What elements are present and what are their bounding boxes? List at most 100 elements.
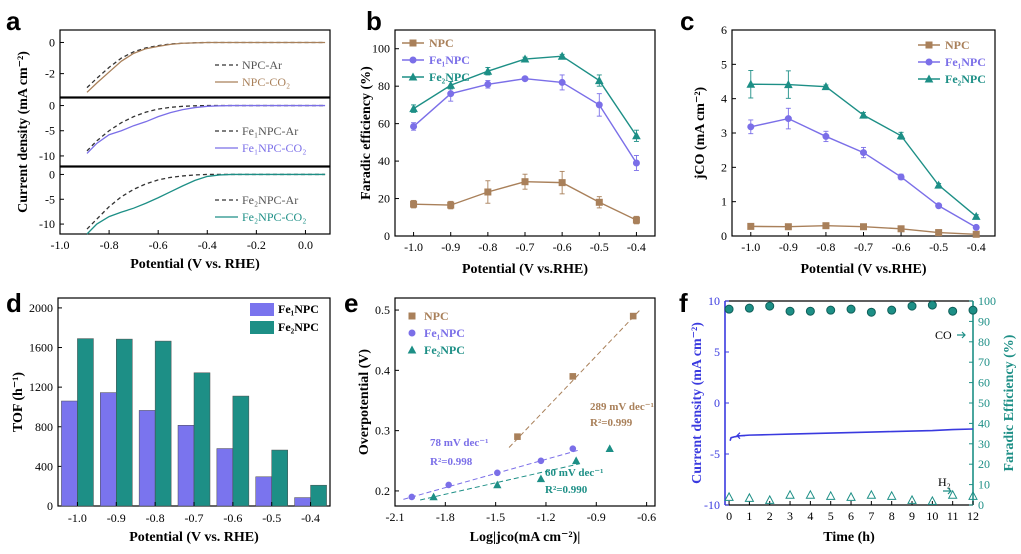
data-point bbox=[971, 211, 981, 220]
legend-entry: Fe₁NPC-Ar bbox=[242, 124, 298, 138]
x-tick-label: -0.9 bbox=[107, 511, 126, 525]
x-tick-label: 6 bbox=[848, 509, 854, 523]
x-tick-label: -1.2 bbox=[536, 510, 555, 524]
data-point bbox=[632, 216, 640, 224]
y-left-tick-label: -10 bbox=[704, 498, 720, 512]
data-point bbox=[594, 76, 604, 85]
y-tick-label: 0.4 bbox=[375, 363, 390, 377]
legend-marker bbox=[924, 74, 934, 83]
data-point bbox=[484, 188, 492, 196]
bar bbox=[61, 400, 78, 507]
x-tick-label: -1.0 bbox=[68, 511, 87, 525]
data-point bbox=[747, 123, 755, 131]
legend-entry: Fe₁NPC-CO₂ bbox=[242, 141, 306, 155]
x-tick-label: 11 bbox=[947, 509, 959, 523]
y-right-tick-label: 80 bbox=[978, 335, 990, 349]
x-tick-label: -0.9 bbox=[587, 510, 606, 524]
bar bbox=[77, 338, 94, 507]
x-tick-label: -0.4 bbox=[627, 240, 646, 254]
legend-entry: NPC bbox=[945, 38, 970, 52]
legend-entry: NPC-CO₂ bbox=[242, 75, 290, 89]
legend-entry: Fe₂NPC-Ar bbox=[242, 193, 298, 207]
data-point bbox=[860, 149, 867, 157]
fe-h2-point bbox=[927, 495, 938, 505]
x-tick-label: -0.9 bbox=[441, 240, 460, 254]
data-point bbox=[821, 82, 831, 91]
panel-label: f bbox=[679, 288, 688, 318]
data-point bbox=[784, 115, 792, 123]
panel-b: b -1.0 -0.9 -0.8 -0.7 -0.6 -0.5 -0.4 0 20 40 60 80 10… bbox=[359, 6, 656, 277]
y-axis-label: TOF (h⁻¹) bbox=[11, 372, 26, 433]
y-left-tick-label: 10 bbox=[708, 294, 720, 308]
x-tick-label: 3 bbox=[787, 509, 793, 523]
y-tick-label: 60 bbox=[378, 117, 390, 131]
x-tick-label: -0.5 bbox=[590, 240, 609, 254]
x-axis-label: Potential (V vs. RHE) bbox=[129, 530, 259, 545]
fit-line bbox=[420, 463, 580, 501]
y-tick-label: 2000 bbox=[29, 301, 53, 315]
data-point bbox=[569, 373, 577, 380]
fe-h2-point bbox=[968, 490, 978, 500]
y-tick-label: 1 bbox=[721, 195, 727, 209]
x-tick-label: -1.5 bbox=[486, 510, 505, 524]
annotation: 78 mV dec⁻¹ bbox=[430, 437, 488, 449]
subplot-3: 0 -5 -10 Fe₂NPC-Ar Fe₂NPC-CO₂ bbox=[39, 166, 331, 235]
data-point bbox=[897, 225, 905, 233]
x-tick-label: -0.7 bbox=[854, 240, 873, 254]
x-tick-label: -1.0 bbox=[404, 240, 423, 254]
data-point bbox=[632, 131, 641, 140]
x-tick-label: -0.8 bbox=[478, 240, 497, 254]
x-tick-label: 7 bbox=[868, 509, 874, 523]
fe-h2-point bbox=[744, 492, 755, 502]
panel-d: d 0 400 800 1200 1600 2000 -1.0 -0.9 -0.8 -0.7 -0.6… bbox=[6, 288, 331, 545]
y-tick-label: -10 bbox=[39, 149, 55, 163]
y-tick-label: -10 bbox=[39, 217, 55, 231]
legend-entry: Fe₁NPC bbox=[429, 53, 470, 67]
series-line bbox=[750, 117, 977, 229]
y-axis-label: Faradic efficiency (%) bbox=[359, 66, 374, 200]
panel-label: d bbox=[6, 288, 22, 318]
x-tick-label: -0.6 bbox=[149, 238, 168, 252]
x-tick-label: -2.1 bbox=[386, 510, 405, 524]
x-tick-label: 8 bbox=[889, 509, 895, 523]
y-right-tick-label: 30 bbox=[978, 437, 990, 451]
x-axis-label: Potential (V vs. RHE) bbox=[130, 257, 260, 272]
fe-h2-point bbox=[805, 489, 816, 499]
y-right-tick-label: 100 bbox=[978, 294, 996, 308]
panel-label: a bbox=[6, 6, 21, 36]
y-tick-label: 4 bbox=[721, 92, 727, 106]
legend-marker bbox=[925, 58, 933, 66]
y-right-tick-label: 20 bbox=[978, 457, 990, 471]
bar bbox=[193, 372, 211, 507]
data-point bbox=[632, 159, 640, 167]
x-tick-label: -0.8 bbox=[100, 238, 119, 252]
legend-entry: Fe₂NPC-CO₂ bbox=[242, 210, 306, 224]
panel-label: e bbox=[344, 288, 358, 318]
y-tick-label: 100 bbox=[372, 42, 390, 56]
y-tick-label: -5 bbox=[45, 124, 55, 138]
data-point bbox=[784, 223, 792, 231]
x-tick-label: -0.9 bbox=[779, 240, 798, 254]
data-point bbox=[746, 79, 756, 88]
bar bbox=[255, 476, 272, 507]
y-right-tick-label: 40 bbox=[978, 416, 990, 430]
y-tick-label: 800 bbox=[35, 420, 53, 434]
series-line bbox=[86, 173, 326, 235]
y-tick-label: 0 bbox=[384, 229, 390, 243]
data-point bbox=[972, 223, 980, 231]
fe-co-point bbox=[765, 301, 775, 311]
data-point bbox=[483, 66, 493, 75]
co-label: CO bbox=[935, 328, 952, 342]
legend-entry: NPC-Ar bbox=[242, 58, 282, 72]
legend-marker bbox=[409, 56, 417, 64]
y-left-tick-label: 5 bbox=[714, 345, 720, 359]
data-point bbox=[605, 444, 614, 453]
y-tick-label: -2 bbox=[45, 67, 55, 81]
legend-entry: Fe₁NPC bbox=[945, 55, 986, 69]
x-tick-label: -0.2 bbox=[247, 238, 266, 252]
x-tick-label: -0.7 bbox=[185, 511, 204, 525]
data-point bbox=[860, 223, 867, 231]
bar bbox=[310, 484, 327, 507]
data-point bbox=[747, 222, 755, 230]
